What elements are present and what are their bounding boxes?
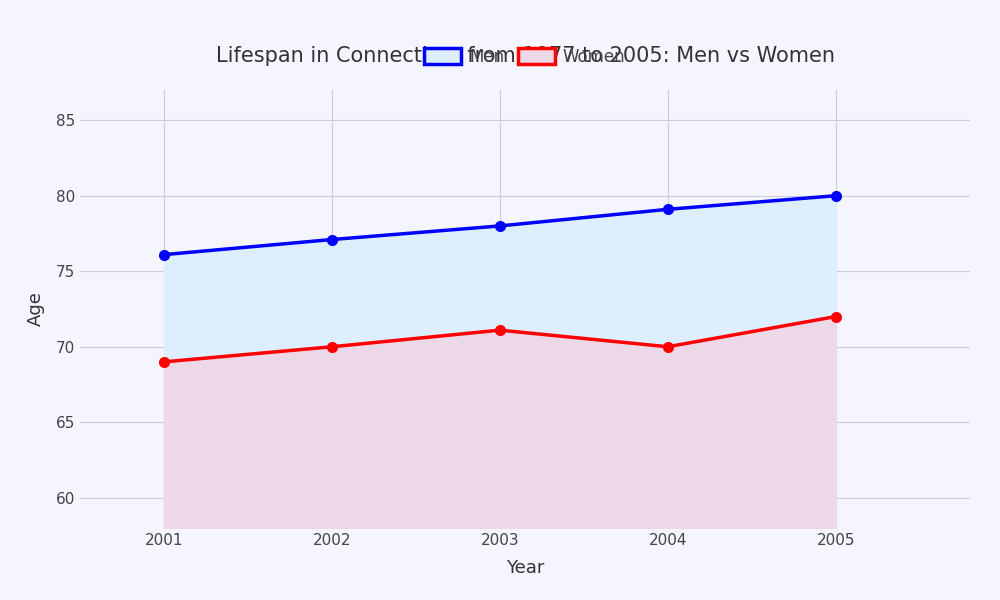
Title: Lifespan in Connecticut from 1977 to 2005: Men vs Women: Lifespan in Connecticut from 1977 to 200…	[216, 46, 834, 66]
Y-axis label: Age: Age	[27, 292, 45, 326]
X-axis label: Year: Year	[506, 559, 544, 577]
Legend: Men, Women: Men, Women	[418, 41, 632, 73]
